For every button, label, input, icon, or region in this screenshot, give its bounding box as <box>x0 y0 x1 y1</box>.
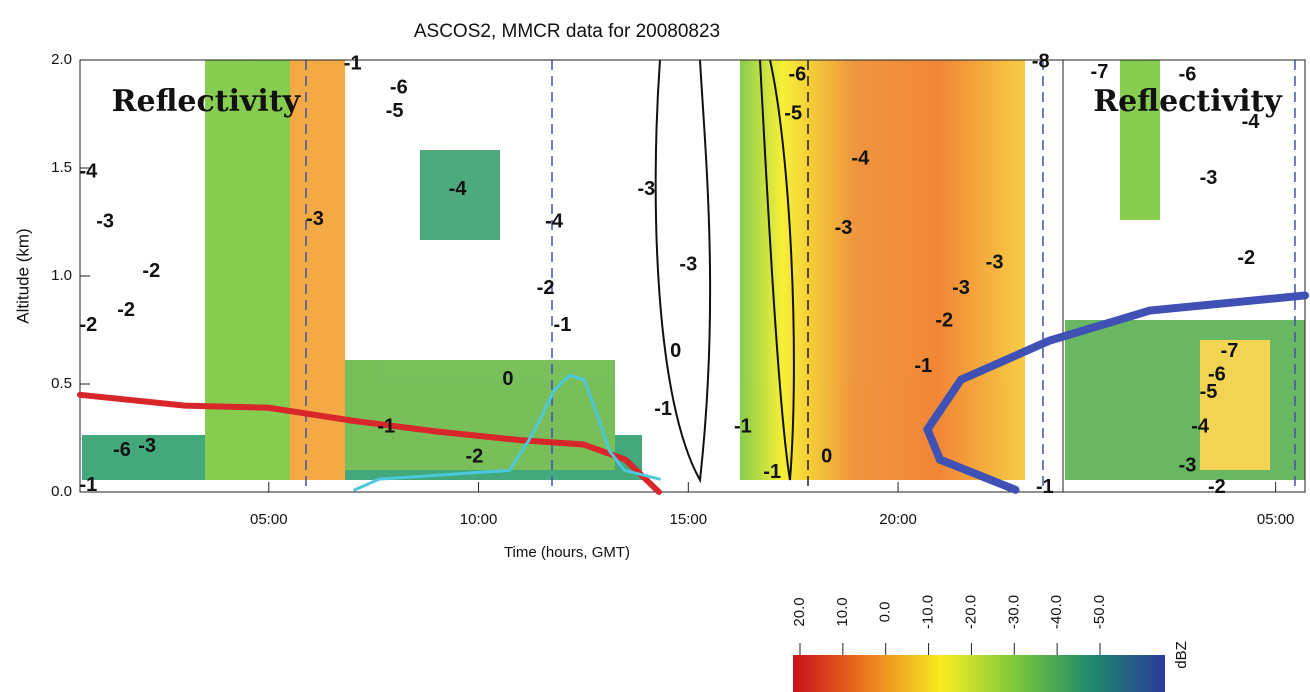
x-tick-label: 10:00 <box>460 511 498 528</box>
y-axis-label: Altitude (km) <box>13 228 32 323</box>
annotation: -5 <box>386 100 404 122</box>
colorbar-tick-label: 20.0 <box>791 597 808 626</box>
annotation: -4 <box>545 210 564 232</box>
annotation: -2 <box>1237 247 1255 269</box>
annotation: 0 <box>821 446 832 468</box>
annotation: -2 <box>1208 476 1226 498</box>
annotation: -6 <box>1208 364 1226 386</box>
annotation: -1 <box>344 53 362 75</box>
x-axis-label: Time (hours, GMT) <box>504 544 630 561</box>
annotation: -2 <box>935 310 953 332</box>
series-line <box>922 291 1309 494</box>
annotation: -1 <box>377 415 395 437</box>
annotation: -2 <box>465 446 483 468</box>
colorbar-tick-label: 0.0 <box>877 602 894 623</box>
annotation: -1 <box>554 314 572 336</box>
annotation: -1 <box>763 461 781 483</box>
x-tick-label: 05:00 <box>250 511 288 528</box>
contours <box>654 59 795 484</box>
annotation: -1 <box>79 474 97 496</box>
guides <box>305 60 1296 492</box>
annotation: -2 <box>117 299 135 321</box>
annotation: -3 <box>835 217 853 239</box>
colorbar-label: dBZ <box>1173 641 1190 669</box>
annotation: -4 <box>851 148 870 170</box>
annotation: -5 <box>1200 381 1218 403</box>
annotation: -3 <box>1200 167 1218 189</box>
annotation: -3 <box>1179 454 1197 476</box>
annotation: -6 <box>113 439 131 461</box>
annotation: -2 <box>142 260 160 282</box>
colorbar-tick-label: -20.0 <box>962 595 979 629</box>
annotation: 0 <box>502 368 513 390</box>
annotation: -1 <box>734 415 752 437</box>
colorbar-tick-label: 10.0 <box>834 597 851 626</box>
annotation: -3 <box>96 210 114 232</box>
colorbar-tick-label: -50.0 <box>1091 595 1108 629</box>
annotation: -7 <box>1091 61 1109 83</box>
x-tick-label: 15:00 <box>670 511 708 528</box>
annotation: -5 <box>784 102 802 124</box>
annotation: -4 <box>1191 415 1210 437</box>
annotation: -3 <box>138 435 156 457</box>
annotation: -7 <box>1221 340 1239 362</box>
y-tick-label: 1.5 <box>51 159 72 176</box>
colorbar-tick-label: -10.0 <box>920 595 937 629</box>
colorbar-tick-label: -40.0 <box>1048 595 1065 629</box>
annotation: -6 <box>788 63 806 85</box>
y-tick-label: 1.0 <box>51 267 72 284</box>
annotation: -3 <box>679 253 697 275</box>
annotation: -2 <box>537 277 555 299</box>
annotation: -6 <box>1179 63 1197 85</box>
x-tick-label: 05:00 <box>1257 511 1295 528</box>
annotation: -3 <box>952 277 970 299</box>
y-tick-label: 2.0 <box>51 51 72 68</box>
x-tick-label: 20:00 <box>879 511 917 528</box>
series-line <box>353 373 661 492</box>
y-tick-label: 0.5 <box>51 375 72 392</box>
chart-title: ASCOS2, MMCR data for 20080823 <box>414 21 720 42</box>
annotation: -8 <box>1032 50 1050 72</box>
colorbar-tick-label: -30.0 <box>1005 595 1022 629</box>
annotation: -1 <box>1036 476 1054 498</box>
annotation: -4 <box>1242 111 1261 133</box>
annotation: 0 <box>670 340 681 362</box>
annotation: -2 <box>79 314 97 336</box>
echo-field <box>82 60 1305 492</box>
annotation: -4 <box>79 161 98 183</box>
annotation: -1 <box>914 355 932 377</box>
annotation: -6 <box>390 76 408 98</box>
y-tick-label: 0.0 <box>51 483 72 500</box>
colorbar <box>793 655 1165 692</box>
annotation: -3 <box>986 251 1004 273</box>
annotation: Reflectivity <box>1093 84 1283 119</box>
annotation: Reflectivity <box>112 84 302 119</box>
annotation: -1 <box>654 398 672 420</box>
annotation: -3 <box>637 178 655 200</box>
annotation: -4 <box>449 178 468 200</box>
annotation: -3 <box>306 208 324 230</box>
